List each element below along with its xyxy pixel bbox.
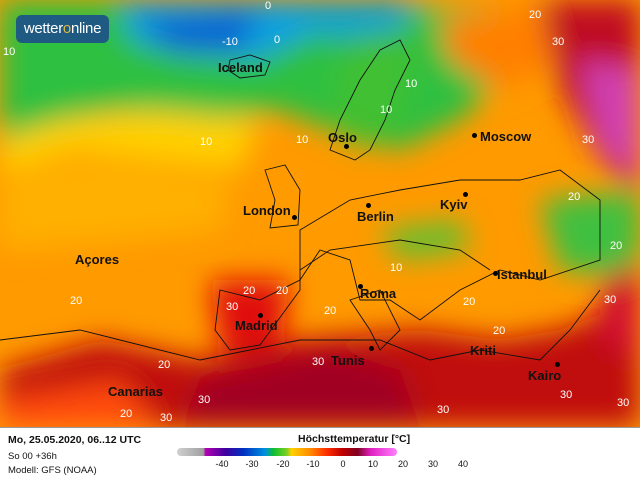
city-label: Canarias	[108, 384, 163, 399]
city-label: Roma	[360, 286, 397, 301]
city-label: Madrid	[235, 318, 278, 333]
wetteronline-logo[interactable]: wetteronline	[16, 15, 109, 43]
isotherm-label: 20	[493, 325, 506, 337]
city-label: Tunis	[331, 353, 365, 368]
city-marker	[463, 192, 468, 197]
city-marker	[292, 215, 297, 220]
legend-tick: -30	[245, 459, 259, 469]
city-label: Iceland	[218, 60, 263, 75]
isotherm-label: 30	[437, 404, 450, 416]
isotherm-label: 20	[324, 305, 337, 317]
isotherm-label: 30	[617, 397, 630, 409]
temperature-map[interactable]: wetteronline Iceland Oslo Moscow London …	[0, 0, 640, 428]
legend-tick: 20	[397, 459, 409, 469]
isotherm-label: 0	[274, 34, 281, 46]
city-label: London	[243, 203, 291, 218]
isotherm-label: 20	[529, 9, 542, 21]
city-marker	[358, 284, 363, 289]
city-label: Kairo	[528, 368, 562, 383]
isotherm-label: 30	[560, 389, 573, 401]
isotherm-label: 30	[312, 356, 325, 368]
isotherm-label: 20	[158, 359, 171, 371]
valid-date: Mo, 25.05.2020, 06..12 UTC	[8, 434, 142, 446]
logo-text-end: nline	[70, 20, 102, 37]
city-marker	[344, 144, 349, 149]
isotherm-label: 0	[265, 0, 272, 12]
legend-tick: 40	[457, 459, 469, 469]
isotherm-label: 10	[296, 134, 309, 146]
isotherm-label: 10	[200, 136, 213, 148]
logo-text: wetter	[23, 20, 63, 37]
city-marker	[369, 346, 374, 351]
isotherm-label: 30	[160, 412, 173, 424]
model-run: So 00 +36h	[8, 451, 57, 462]
legend-tick: 0	[340, 459, 346, 469]
city-label: Moscow	[480, 129, 532, 144]
legend-tick: -20	[276, 459, 290, 469]
isotherm-label: 10	[380, 104, 393, 116]
isotherm-label: 20	[276, 285, 289, 297]
isotherm-label: 10	[405, 78, 418, 90]
isotherm-label: 30	[226, 301, 239, 313]
city-marker	[258, 313, 263, 318]
city-marker	[366, 203, 371, 208]
model-name: Modell: GFS (NOAA)	[8, 465, 97, 476]
isotherm-label: 20	[610, 240, 623, 252]
isotherm-label: -10	[222, 36, 238, 48]
isotherm-label: 20	[243, 285, 256, 297]
isotherm-label: 20	[568, 191, 581, 203]
city-label: Açores	[75, 252, 120, 267]
legend-tick: 30	[427, 459, 439, 469]
legend-tick: -40	[215, 459, 229, 469]
legend-title: Höchsttemperatur [°C]	[298, 433, 411, 445]
isotherm-label: 30	[604, 294, 617, 306]
city-label: Berlin	[357, 209, 394, 224]
footer: Mo, 25.05.2020, 06..12 UTC So 00 +36h Mo…	[0, 428, 640, 478]
isotherm-label: 20	[463, 296, 476, 308]
city-label: Kriti	[470, 343, 496, 358]
legend-tick: -10	[306, 459, 320, 469]
color-scale-bar	[177, 448, 397, 456]
coastlines	[0, 39, 601, 361]
isotherm-label: 10	[3, 46, 16, 58]
logo-text-o: o	[62, 20, 71, 37]
isotherm-label: 10	[390, 262, 403, 274]
isotherm-label: 30	[582, 134, 595, 146]
city-marker	[472, 133, 477, 138]
city-marker	[555, 362, 560, 367]
city-label: Istanbul	[497, 267, 547, 282]
isotherm-label: 30	[198, 394, 211, 406]
isotherm-label: 20	[70, 295, 83, 307]
city-marker	[493, 271, 498, 276]
isotherm-label: 30	[552, 36, 565, 48]
legend-tick: 10	[367, 459, 379, 469]
city-label: Kyiv	[440, 197, 468, 212]
city-label: Oslo	[328, 130, 357, 145]
temperature-field	[0, 0, 640, 427]
isotherm-label: 20	[120, 408, 133, 420]
